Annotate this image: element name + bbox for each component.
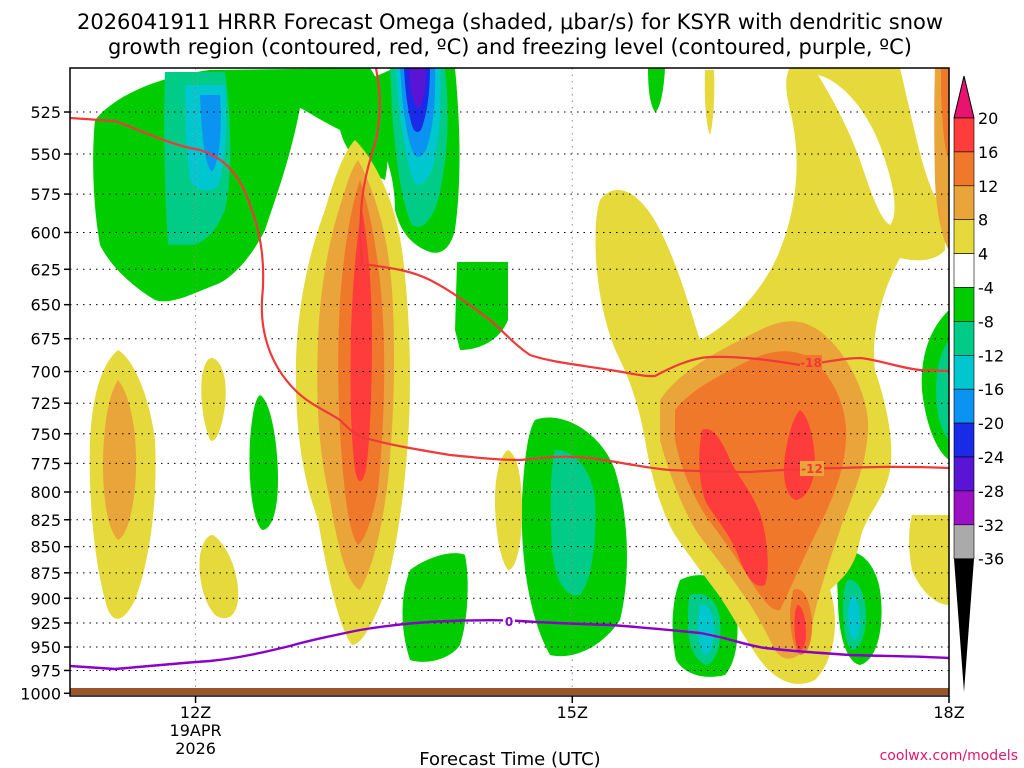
- y-axis-pressure: 525 550 575 600 625 650 675 700 725 750 775 800 825 8…: [20, 103, 70, 703]
- colorbar-segment: [953, 456, 975, 492]
- colorbar-label: -28: [978, 482, 1004, 501]
- omega-region-yellow: [201, 358, 226, 441]
- y-tick-label: 750: [30, 425, 61, 444]
- y-tick-label: 650: [30, 296, 61, 315]
- y-tick-label: 850: [30, 538, 61, 557]
- purple-contour-label: 0: [505, 615, 513, 629]
- y-tick-label: 800: [30, 483, 61, 502]
- omega-region-red: [699, 429, 768, 586]
- y-tick-label: 825: [30, 511, 61, 530]
- red-contour-line: [359, 68, 381, 266]
- y-tick-label: 775: [30, 454, 61, 473]
- colorbar-label: 20: [978, 109, 998, 128]
- colorbar-bottom-arrow: [954, 558, 974, 692]
- omega-region-red: [794, 605, 806, 651]
- omega-region-yellow: [199, 535, 239, 619]
- y-tick-label: 1000: [20, 684, 61, 703]
- y-tick-label: 950: [30, 638, 61, 657]
- colorbar-segment: [953, 388, 975, 424]
- y-tick-label: 625: [30, 260, 61, 279]
- chart-title-line1: 2026041911 HRRR Forecast Omega (shaded, …: [77, 10, 943, 34]
- omega-region-gold: [103, 380, 137, 540]
- y-tick-label: 675: [30, 330, 61, 349]
- y-tick-label: 700: [30, 363, 61, 382]
- colorbar: 20 16 12 8 4 -4 -8 -12 -16 -20 -24 -28 -32 -36: [953, 75, 1004, 692]
- omega-region-yellow: [704, 70, 715, 135]
- y-tick-label: 525: [30, 103, 61, 122]
- omega-region-white: [820, 68, 949, 205]
- colorbar-label: 16: [978, 143, 998, 162]
- dendritic-contours: [70, 68, 949, 474]
- y-tick-label: 875: [30, 564, 61, 583]
- omega-region-teal: [550, 450, 596, 596]
- colorbar-label: -24: [978, 448, 1004, 467]
- colorbar-label: -20: [978, 414, 1004, 433]
- contour-labels: -18 -12 0: [503, 355, 824, 629]
- colorbar-segment: [953, 287, 975, 322]
- credit-text: coolwx.com/models: [880, 748, 1018, 764]
- omega-shading: [89, 68, 949, 684]
- red-contour-line: [70, 116, 949, 474]
- colorbar-segment: [953, 354, 975, 390]
- contour-label-bg: [800, 461, 824, 476]
- contour-label-bg: [503, 614, 515, 629]
- colorbar-segment: [953, 253, 975, 288]
- red-contour-label: -18: [800, 356, 822, 370]
- x-axis-title: Forecast Time (UTC): [419, 749, 600, 768]
- omega-region-green: [402, 553, 468, 662]
- colorbar-segment: [953, 321, 975, 356]
- x-tick-label: 15Z: [557, 703, 588, 722]
- colorbar-label: -36: [978, 550, 1004, 569]
- freezing-level-contour: [70, 619, 949, 671]
- y-tick-label: 925: [30, 614, 61, 633]
- omega-region-green: [249, 395, 278, 530]
- x-date-label: 19APR: [170, 721, 222, 740]
- y-tick-label: 900: [30, 589, 61, 608]
- plot-frame: [69, 67, 950, 697]
- omega-region-white: [818, 75, 895, 225]
- omega-region-teal: [936, 340, 949, 440]
- omega-region-green: [648, 68, 665, 112]
- y-tick-label: 975: [30, 661, 61, 680]
- y-tick-label: 600: [30, 223, 61, 242]
- colorbar-label: -32: [978, 516, 1004, 535]
- chart-title-line2: growth region (contoured, red, ºC) and f…: [108, 35, 912, 59]
- colorbar-label: -8: [978, 312, 994, 331]
- colorbar-label: -12: [978, 346, 1004, 365]
- colorbar-segment: [953, 219, 975, 254]
- y-tick-label: 575: [30, 185, 61, 204]
- x-tick-label: 12Z: [180, 703, 211, 722]
- contour-label-bg: [800, 355, 822, 370]
- omega-region-purple: [409, 68, 426, 109]
- colorbar-label: 12: [978, 177, 998, 196]
- omega-region-green: [455, 262, 508, 350]
- y-tick-label: 725: [30, 394, 61, 413]
- y-tick-label: 550: [30, 145, 61, 164]
- omega-region-cyan: [848, 595, 860, 640]
- colorbar-segment: [953, 151, 975, 187]
- omega-region-red: [350, 210, 372, 482]
- red-contour-label: -12: [801, 462, 823, 476]
- x-year-label: 2026: [175, 739, 216, 758]
- ground-strip: [70, 688, 949, 695]
- x-tick-label: 18Z: [933, 703, 964, 722]
- colorbar-label: 8: [978, 211, 988, 230]
- colorbar-segment: [953, 490, 975, 526]
- colorbar-label: 4: [978, 245, 988, 264]
- omega-region-red: [783, 410, 815, 500]
- colorbar-segment: [953, 524, 975, 559]
- omega-region-yellow: [909, 515, 949, 605]
- colorbar-segment: [953, 422, 975, 458]
- colorbar-top-arrow: [953, 75, 975, 119]
- colorbar-segment: [953, 117, 975, 153]
- colorbar-segment: [953, 185, 975, 221]
- colorbar-label: -4: [978, 279, 994, 298]
- omega-region-yellow: [495, 450, 522, 570]
- red-contour-line: [360, 263, 949, 378]
- x-axis-time: 12Z19APR202615Z18Z21Z00Z20APR03Z: [170, 696, 965, 758]
- omega-region-cyan: [698, 604, 714, 655]
- colorbar-label: -16: [978, 380, 1004, 399]
- omega-region-orange: [941, 68, 949, 160]
